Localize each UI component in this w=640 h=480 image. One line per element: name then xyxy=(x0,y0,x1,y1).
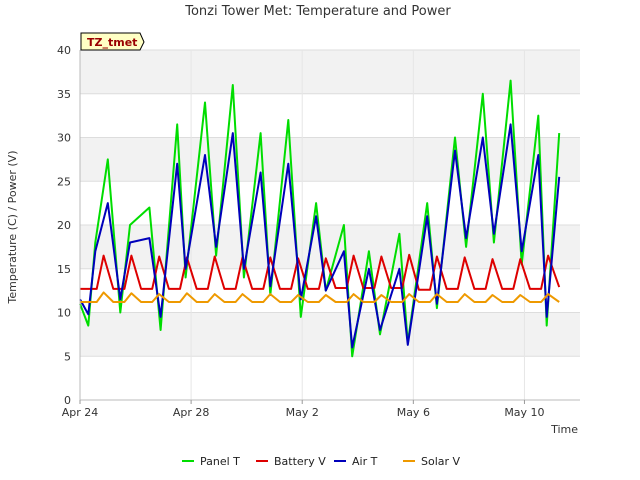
plot-band xyxy=(80,181,580,225)
legend-item-air-t: Air T xyxy=(334,455,378,468)
legend-label: Panel T xyxy=(200,455,240,468)
series-layer xyxy=(79,79,561,358)
x-tick-label: May 6 xyxy=(397,406,430,419)
plot-band xyxy=(80,50,580,94)
y-tick-label: 30 xyxy=(57,132,71,145)
series-line-panel-t xyxy=(79,79,561,358)
badge-label: TZ_tmet xyxy=(87,36,137,49)
x-axis-title: Time xyxy=(550,423,578,436)
plot-band xyxy=(80,356,580,400)
legend-item-solar-v: Solar V xyxy=(403,455,461,468)
y-tick-label: 0 xyxy=(64,394,71,407)
badge-box xyxy=(80,32,145,51)
series-line-air-t xyxy=(79,123,561,349)
series-line-solar-v xyxy=(80,291,560,303)
plot-band xyxy=(80,225,580,269)
y-axis-title: Temperature (C) / Power (V) xyxy=(6,150,19,304)
legend: Panel T Battery V Air T Solar V xyxy=(182,455,461,468)
tick-labels: 0 5 10 15 20 25 30 35 40 Apr 24 Apr 28 May 2 May 6 Ma… xyxy=(57,44,545,419)
plot-band xyxy=(80,312,580,357)
legend-label: Solar V xyxy=(421,455,461,468)
legend-label: Battery V xyxy=(274,455,326,468)
legend-item-battery-v: Battery V xyxy=(256,455,326,468)
legend-label: Air T xyxy=(352,455,378,468)
y-tick-label: 15 xyxy=(57,263,71,276)
legend-item-panel-t: Panel T xyxy=(182,455,240,468)
y-tick-label: 25 xyxy=(57,175,71,188)
y-tick-label: 20 xyxy=(57,219,71,232)
plot-band xyxy=(80,137,580,182)
y-tick-label: 35 xyxy=(57,88,71,101)
plot-background xyxy=(80,50,580,400)
plot-band xyxy=(80,93,580,138)
x-tick-label: Apr 24 xyxy=(62,406,99,419)
station-badge: TZ_tmet xyxy=(80,32,145,51)
axes xyxy=(79,50,580,401)
y-tick-label: 40 xyxy=(57,44,71,57)
chart-title: Tonzi Tower Met: Temperature and Power xyxy=(184,4,451,19)
y-tick-label: 10 xyxy=(57,307,71,320)
series-line-battery-v xyxy=(80,253,561,291)
x-tick-label: Apr 28 xyxy=(173,406,210,419)
y-tick-label: 5 xyxy=(64,350,71,363)
x-tick-label: May 2 xyxy=(286,406,319,419)
x-tick-label: May 10 xyxy=(504,406,544,419)
